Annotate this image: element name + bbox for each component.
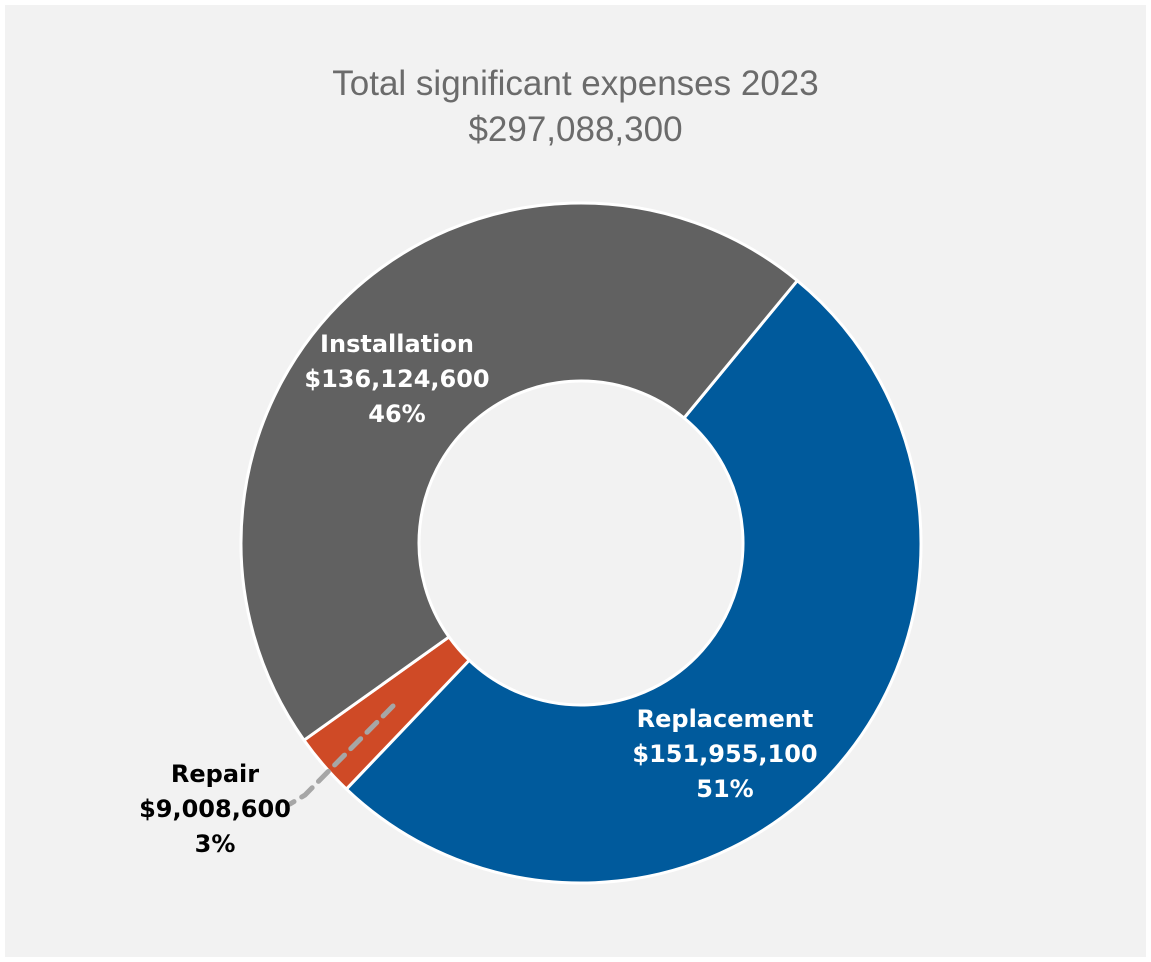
data-label-installation-name: Installation xyxy=(320,330,474,358)
data-label-repair-amount-label: $9,008,600 xyxy=(139,795,291,823)
slice-installation xyxy=(239,201,799,742)
data-label-repair-name: Repair xyxy=(171,760,259,788)
data-label-replacement-name: Replacement xyxy=(637,705,814,733)
chart-subtitle: $297,088,300 xyxy=(468,110,683,149)
data-label-repair-percent-label: 3% xyxy=(195,830,236,858)
slice-replacement xyxy=(344,279,923,885)
data-label-installation-amount-label: $136,124,600 xyxy=(304,365,489,393)
data-label-replacement-amount-label: $151,955,100 xyxy=(632,740,817,768)
data-label-replacement-percent-label: 51% xyxy=(696,775,753,803)
repair-leader-line xyxy=(287,703,396,807)
data-label-installation-percent-label: 46% xyxy=(368,400,425,428)
chart-title: Total significant expenses 2023 xyxy=(332,64,819,103)
